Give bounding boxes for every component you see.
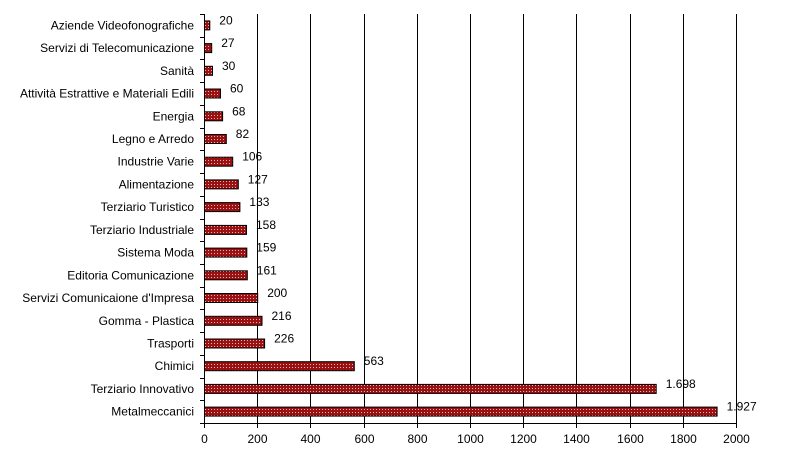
value-label: 216 [272,309,292,323]
value-label: 20 [219,13,233,27]
value-label: 127 [248,172,268,186]
category-label: Chimici [155,359,194,373]
value-label: 161 [257,263,277,277]
grid-lines [257,14,737,423]
bar [204,383,657,394]
x-tick-label: 1400 [563,432,590,446]
value-label: 159 [256,241,276,255]
category-label: Alimentazione [119,177,195,191]
category-label: Servizi di Telecomunicazione [40,41,194,55]
value-label: 226 [274,332,294,346]
value-labels: 20 27 30 60 68 82 106 127 133 158 159 161 200 216 226 5… [219,13,757,413]
bar [204,338,266,349]
value-label: 106 [242,150,262,164]
value-label: 82 [236,127,250,141]
category-label: Attività Estrattive e Materiali Edili [20,87,194,101]
x-tick-label: 400 [300,432,320,446]
x-tick-label: 0 [201,432,208,446]
category-label: Legno e Arredo [112,132,194,146]
category-label: Terziario Industriale [90,223,194,237]
category-label: Aziende Videofonografiche [51,18,195,32]
bar [204,270,248,281]
value-label: 200 [267,286,287,300]
category-label: Gomma - Plastica [99,314,195,328]
bar [204,179,239,190]
category-label: Editoria Comunicazione [67,268,194,282]
value-label: 27 [221,36,235,50]
category-label: Metalmeccanici [111,405,194,419]
x-tick-label: 1600 [617,432,644,446]
value-label: 158 [256,218,276,232]
value-label: 1.927 [727,400,757,414]
bar [204,65,213,76]
bar [204,156,234,167]
category-label: Industrie Varie [118,155,195,169]
x-axis: 0 200 400 600 800 1000 1200 1400 1600 1800 2000 [200,14,750,446]
x-tick-label: 600 [354,432,374,446]
bar [204,406,718,417]
x-tick-label: 1200 [510,432,537,446]
bar [204,247,248,258]
x-tick-label: 1800 [670,432,697,446]
bar [204,224,247,235]
value-label: 60 [230,82,244,96]
category-labels: Aziende Videofonografiche Servizi di Tele… [20,18,194,418]
x-tick-label: 800 [407,432,427,446]
value-label: 133 [249,195,269,209]
bar [204,315,263,326]
bar [204,88,221,99]
category-label: Sistema Moda [117,246,194,260]
x-tick-label: 200 [247,432,267,446]
category-label: Servizi Comunicaione d'Impresa [22,291,194,305]
value-label: 563 [364,354,384,368]
x-tick-label: 1000 [457,432,484,446]
category-label: Terziario Innovativo [91,382,195,396]
bar [204,111,224,122]
value-label: 30 [222,59,236,73]
value-label: 68 [232,104,246,118]
x-tick-label: 2000 [723,432,750,446]
category-label: Energia [153,109,195,123]
value-label: 1.698 [666,377,696,391]
bar [204,361,355,372]
bar [204,20,211,31]
bar [204,202,241,213]
category-label: Sanità [160,64,194,78]
bars [204,20,718,417]
bar [204,134,227,144]
category-label: Terziario Turistico [101,200,195,214]
bar [204,293,259,303]
category-label: Trasporti [147,337,194,351]
bar [204,43,213,54]
